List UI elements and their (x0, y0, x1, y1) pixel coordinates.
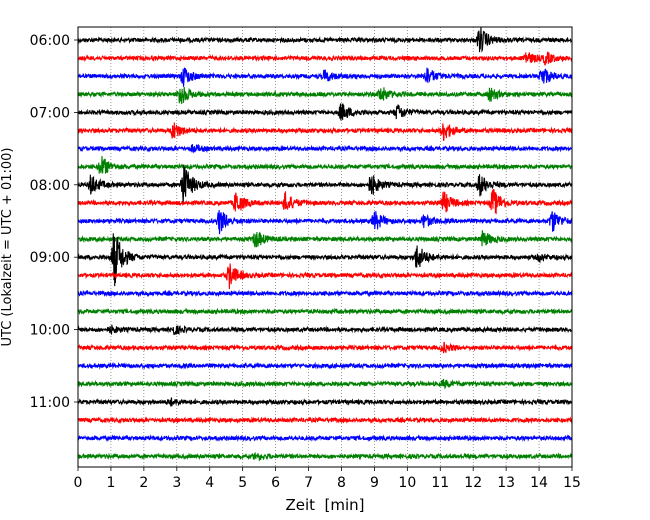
trace-1015 (77, 341, 573, 354)
x-tick-label: 12 (464, 475, 482, 491)
trace-0900 (77, 233, 573, 287)
x-tick-label: 0 (74, 475, 83, 491)
trace-0745 (77, 155, 573, 174)
x-tick-label: 10 (398, 475, 416, 491)
trace-0600 (77, 27, 573, 53)
trace-0645 (77, 86, 573, 105)
x-tick-label: 14 (530, 475, 548, 491)
seismic-traces (77, 27, 573, 462)
y-tick-label: 06:00 (30, 33, 70, 49)
x-axis-ticks: 0 1 2 3 4 5 6 7 8 9 10 11 12 13 14 15 (74, 467, 581, 491)
trace-1000 (77, 324, 573, 336)
trace-1045 (77, 378, 573, 390)
trace-0845 (77, 230, 573, 248)
y-tick-label: 10:00 (30, 323, 70, 339)
trace-0800 (77, 164, 573, 204)
x-tick-label: 7 (304, 475, 313, 491)
x-tick-label: 9 (370, 475, 379, 491)
y-tick-label: 09:00 (30, 250, 70, 266)
trace-0815 (77, 188, 573, 215)
x-tick-label: 1 (106, 475, 115, 491)
trace-0715 (77, 122, 573, 142)
trace-0915 (77, 263, 573, 290)
y-tick-label: 07:00 (30, 105, 70, 121)
trace-0930 (77, 289, 573, 298)
x-tick-label: 5 (238, 475, 247, 491)
y-tick-label: 11:00 (30, 395, 70, 411)
trace-1030 (77, 361, 573, 370)
y-axis-title: UTC (Lokalzeit = UTC + 01:00) (0, 148, 15, 347)
x-tick-label: 6 (271, 475, 280, 491)
trace-0730 (77, 143, 573, 154)
trace-0615 (77, 51, 573, 66)
x-tick-label: 15 (563, 475, 581, 491)
x-axis-title: Zeit [min] (285, 496, 364, 514)
y-axis-ticks: 06:00 07:00 08:00 09:00 10:00 11:00 (30, 33, 78, 411)
x-tick-label: 8 (337, 475, 346, 491)
x-tick-label: 11 (431, 475, 449, 491)
trace-1145 (77, 452, 573, 462)
x-tick-label: 2 (139, 475, 148, 491)
x-tick-label: 13 (497, 475, 515, 491)
trace-0945 (77, 307, 573, 316)
trace-1100 (77, 397, 573, 407)
y-tick-label: 08:00 (30, 178, 70, 194)
trace-1130 (77, 434, 573, 442)
plot-frame (77, 26, 573, 468)
trace-0630 (77, 67, 573, 87)
x-tick-label: 4 (205, 475, 214, 491)
trace-0830 (77, 210, 573, 235)
vertical-gridlines (110, 27, 540, 467)
x-tick-label: 3 (172, 475, 181, 491)
trace-0700 (77, 103, 573, 121)
trace-1115 (77, 416, 573, 425)
